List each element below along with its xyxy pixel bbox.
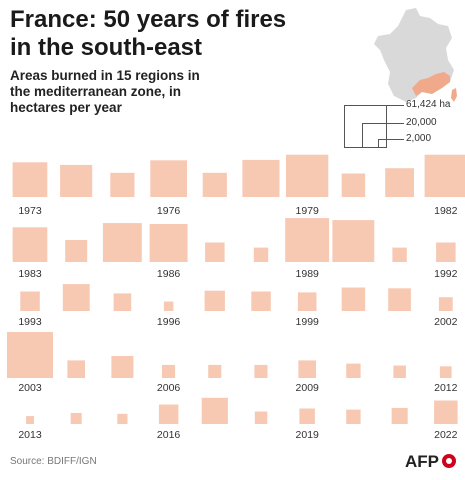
year-square-1984 <box>65 240 88 262</box>
chart-title: France: 50 years of fires in the south-e… <box>10 6 287 61</box>
year-square-2014 <box>70 413 82 424</box>
legend-square-max <box>344 105 387 148</box>
year-square-1981 <box>385 168 414 197</box>
year-square-1983 <box>12 227 48 262</box>
year-square-1980 <box>341 173 366 197</box>
year-square-2018 <box>254 411 268 424</box>
size-legend: 61,424 ha 20,000 2,000 <box>340 99 465 160</box>
year-square-2012 <box>439 366 452 378</box>
year-square-2011 <box>393 365 406 378</box>
year-label-1996: 1996 <box>157 316 181 328</box>
year-label-2013: 2013 <box>18 429 42 441</box>
france-map-icon <box>374 8 457 102</box>
afp-logo: AFP <box>405 452 456 471</box>
year-label-2003: 2003 <box>18 382 42 394</box>
year-square-1982 <box>424 154 465 197</box>
year-label-2002: 2002 <box>434 316 458 328</box>
year-label-2006: 2006 <box>157 382 181 394</box>
year-label-1992: 1992 <box>434 268 458 280</box>
south-east-region-highlight <box>412 72 450 96</box>
year-square-1987 <box>205 242 225 262</box>
legend-square-mid <box>362 123 387 148</box>
year-label-1979: 1979 <box>296 205 320 217</box>
year-square-1977 <box>202 172 227 197</box>
year-label-2016: 2016 <box>157 429 181 441</box>
year-square-2005 <box>111 356 134 378</box>
chart-subtitle: Areas burned in 15 regions in the medite… <box>10 68 200 115</box>
year-square-1996 <box>163 301 174 311</box>
year-square-2016 <box>158 404 179 424</box>
year-square-2021 <box>391 407 408 424</box>
year-square-1986 <box>149 224 188 262</box>
year-square-2015 <box>117 413 128 424</box>
year-square-2019 <box>299 408 315 424</box>
year-square-1975 <box>110 172 135 197</box>
year-square-2010 <box>346 363 361 378</box>
year-label-1999: 1999 <box>296 316 320 328</box>
legend-square-min <box>378 139 387 148</box>
year-label-2019: 2019 <box>296 429 320 441</box>
year-label-2009: 2009 <box>296 382 320 394</box>
year-square-1994 <box>62 284 90 311</box>
year-square-1974 <box>60 164 93 197</box>
year-square-1999 <box>297 292 317 311</box>
corsica-island <box>451 88 457 102</box>
year-square-1998 <box>251 291 271 311</box>
year-square-1991 <box>392 247 407 262</box>
year-square-1985 <box>102 223 142 262</box>
year-square-2007 <box>208 364 222 378</box>
year-square-1979 <box>286 154 329 197</box>
legend-label-max: 61,424 ha <box>406 99 451 110</box>
year-square-1992 <box>436 242 456 262</box>
svg-text:AFP: AFP <box>405 452 439 471</box>
year-square-2002 <box>438 297 453 311</box>
year-label-1976: 1976 <box>157 205 181 217</box>
year-square-2001 <box>388 288 411 311</box>
year-square-2022 <box>434 400 458 424</box>
legend-label-min: 2,000 <box>406 133 432 144</box>
year-label-2022: 2022 <box>434 429 458 441</box>
year-square-1973 <box>12 162 48 197</box>
year-square-1990 <box>332 220 375 262</box>
legend-label-mid: 20,000 <box>406 117 437 128</box>
year-square-1995 <box>113 293 132 311</box>
year-square-2004 <box>67 360 85 378</box>
source-note: Source: BDIFF/IGN <box>10 456 97 467</box>
year-square-1978 <box>242 159 280 197</box>
year-square-2009 <box>298 360 316 378</box>
year-square-2003 <box>7 332 53 378</box>
year-label-1993: 1993 <box>18 316 42 328</box>
year-square-1988 <box>253 247 269 262</box>
year-square-1976 <box>150 160 187 197</box>
year-square-1997 <box>204 290 225 311</box>
year-label-1973: 1973 <box>18 205 42 217</box>
year-square-2017 <box>201 397 228 424</box>
year-label-1989: 1989 <box>296 268 320 280</box>
year-label-1982: 1982 <box>434 205 458 217</box>
year-label-1986: 1986 <box>157 268 181 280</box>
year-square-1989 <box>285 218 330 262</box>
year-square-2006 <box>162 364 176 378</box>
year-square-2000 <box>341 287 366 311</box>
year-label-1983: 1983 <box>18 268 42 280</box>
year-label-2012: 2012 <box>434 382 458 394</box>
year-square-2013 <box>26 416 34 424</box>
year-square-2008 <box>254 364 268 378</box>
year-square-2020 <box>346 409 361 424</box>
year-square-1993 <box>20 291 40 311</box>
